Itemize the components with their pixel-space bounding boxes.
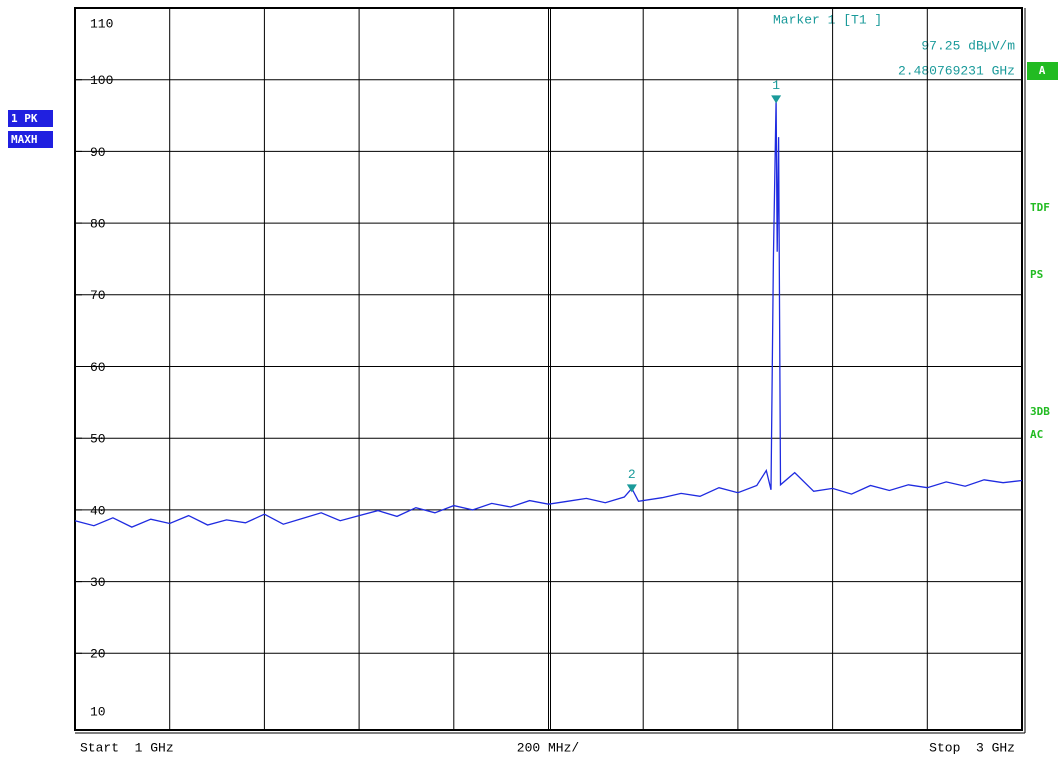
marker-readout-level: 97.25 dBµV/m: [921, 38, 1015, 53]
y-tick-label: 90: [90, 145, 106, 160]
trace-mode-label: MAXH: [11, 133, 38, 146]
y-tick-label: 110: [90, 16, 113, 31]
y-tick-label: 60: [90, 360, 106, 375]
trace-detector-label: 1 PK: [11, 112, 38, 125]
label-box: [8, 131, 53, 148]
marker-readout-title: Marker 1 [T1 ]: [773, 12, 882, 27]
y-tick-label: 50: [90, 432, 106, 447]
status-label: AC: [1030, 428, 1043, 441]
y-tick-label: 30: [90, 575, 106, 590]
y-tick-label: 40: [90, 503, 106, 518]
trace-box-label: A: [1039, 64, 1046, 77]
y-tick-label: 20: [90, 647, 106, 662]
y-tick-label: 100: [90, 73, 113, 88]
trace: [74, 99, 1023, 528]
marker-triangle: [771, 95, 782, 104]
y-tick-label: 80: [90, 217, 106, 232]
start-label: Start 1 GHz: [80, 740, 174, 755]
stop-label: Stop 3 GHz: [929, 740, 1015, 755]
marker-label: 2: [628, 467, 636, 482]
status-label: 3DB: [1030, 405, 1050, 418]
marker-triangle: [626, 484, 637, 493]
status-label: PS: [1030, 268, 1043, 281]
y-tick-label: 10: [90, 704, 106, 719]
label-box: [1027, 62, 1058, 80]
marker-readout-frequency: 2.480769231 GHz: [898, 63, 1015, 78]
marker-label: 1: [772, 78, 780, 93]
span-label: 200 MHz/: [517, 740, 580, 755]
y-tick-label: 70: [90, 288, 106, 303]
label-box: [8, 110, 53, 127]
status-label: TDF: [1030, 201, 1050, 214]
